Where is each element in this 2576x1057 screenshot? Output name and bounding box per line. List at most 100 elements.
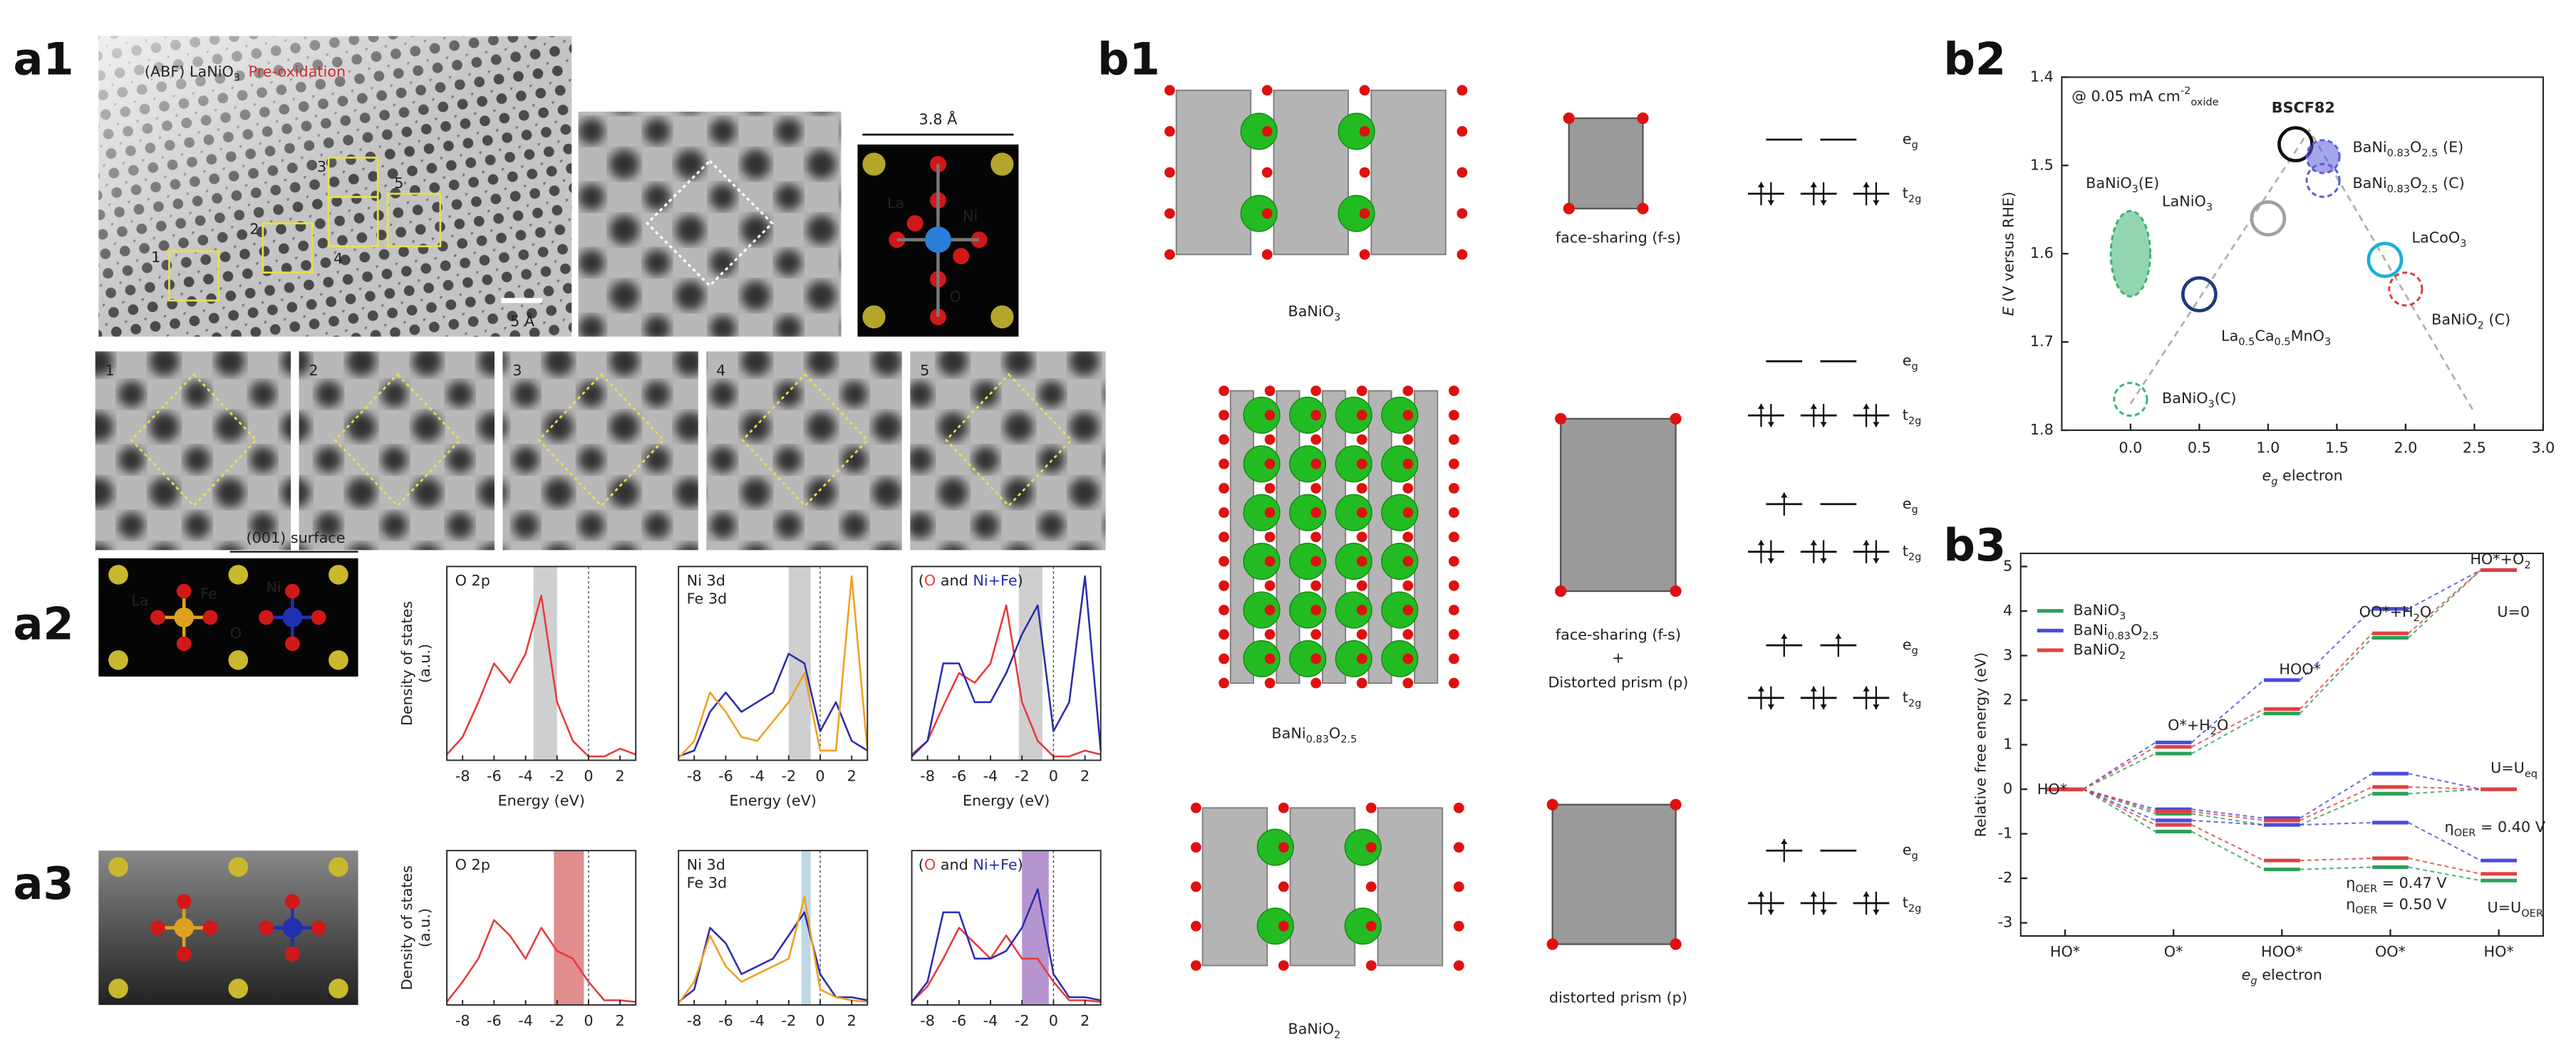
ba-atom [1381, 445, 1419, 483]
text-run: OER [2355, 905, 2377, 916]
text-run: e [1903, 352, 1912, 369]
atom [285, 636, 300, 652]
o-atom [1219, 629, 1229, 640]
geometry-label: + [1612, 649, 1624, 666]
ba-atom [1243, 543, 1281, 580]
text-run: BaNiO [2074, 641, 2120, 658]
o-atom [1356, 677, 1367, 689]
point-label: La0.5Ca0.5MnO3 [2221, 328, 2331, 348]
x-tick-label: 1.5 [2325, 439, 2349, 456]
atom [176, 636, 192, 652]
o-atom [1448, 385, 1459, 397]
volcano-guide [2129, 128, 2476, 413]
x-tick-label: 0 [1049, 1012, 1058, 1029]
electron-head [1767, 558, 1774, 563]
text-run: e [2262, 467, 2271, 484]
level-connector [2299, 632, 2373, 710]
point-label: LaNiO3 [2162, 193, 2213, 214]
atom-label: O [230, 625, 242, 642]
polyhedron [1289, 807, 1356, 967]
electron-head [1863, 891, 1870, 897]
o-atom [1356, 605, 1367, 615]
o-atom [1402, 653, 1414, 665]
atom [285, 894, 300, 910]
annotation: ηOER = 0.47 V [2346, 874, 2447, 895]
electron-head [1873, 422, 1880, 427]
x-tick-label: 2 [1080, 1012, 1090, 1029]
ba-atom [1381, 640, 1419, 677]
ba-atom [1335, 494, 1372, 531]
compound-label: BaNi0.83O2.5 [1271, 725, 1357, 746]
text-run: e [1903, 495, 1912, 512]
region-label: 1 [151, 249, 160, 266]
level-connector [2191, 712, 2265, 754]
text-run: (C) [2215, 390, 2237, 407]
o-atom [1356, 410, 1367, 421]
o-atom [1356, 531, 1367, 543]
o-atom [1453, 802, 1464, 813]
plot-background [911, 566, 1101, 761]
level-connector [2408, 857, 2481, 875]
atom [329, 979, 348, 999]
x-tick-label: -4 [983, 767, 998, 784]
text-run: 3 [2206, 202, 2213, 214]
polyhedron [1229, 390, 1255, 684]
x-tick-label: 2 [616, 767, 625, 784]
text-run: 2 [1334, 1029, 1340, 1041]
text-run: BaNi [2352, 138, 2386, 155]
o-atom [1310, 458, 1322, 469]
o-atom [1310, 556, 1322, 567]
ba-atom [1240, 113, 1278, 150]
x-tick-label: -2 [781, 767, 796, 784]
annotation: HO*+O2 [2470, 551, 2530, 571]
text-run: 2 [2210, 726, 2217, 737]
patch-label: 3 [512, 362, 522, 379]
annotation: OO*+H2O [2359, 603, 2432, 624]
text-run: OER [2521, 908, 2543, 920]
o-atom [1453, 960, 1464, 971]
y-axis-label: Density of states [398, 601, 415, 726]
x-tick-label: 0 [1049, 767, 1058, 784]
text-run: g [1912, 645, 1918, 657]
o-atom [1264, 556, 1276, 567]
electron-head [1757, 686, 1765, 692]
ba-atom [1243, 445, 1281, 483]
electron-head [1781, 492, 1788, 498]
compound-label: BaNiO3 [1288, 303, 1340, 323]
panel-label: a3 [13, 858, 73, 910]
ba-atom [1240, 194, 1278, 232]
o-atom [1261, 249, 1273, 260]
text-run: -2 [2181, 85, 2190, 97]
text-run: 3 [2208, 399, 2215, 410]
atom [228, 979, 249, 999]
o-atom [1219, 531, 1229, 543]
shade-band [1018, 566, 1043, 761]
orbital-label: eg [1903, 841, 1918, 862]
y-tick-label: 1.8 [2030, 421, 2054, 438]
y-tick-label: -1 [1998, 825, 2013, 842]
o-atom [1264, 677, 1276, 689]
text-run: BaNiO [2162, 390, 2208, 407]
o-atom [1264, 580, 1276, 591]
x-tick-label: -6 [487, 1012, 502, 1029]
x-tick-label: -8 [687, 1012, 702, 1029]
o-atom [1191, 842, 1201, 853]
o-atom [1219, 458, 1229, 469]
o-atom [1264, 531, 1276, 543]
ba-atom [1381, 396, 1419, 434]
y-tick-label: 5 [2003, 557, 2012, 574]
level-connector [2408, 569, 2481, 610]
y-tick-label: 3 [2003, 646, 2012, 663]
x-tick-label: OO* [2375, 943, 2406, 960]
panel-label: a2 [13, 598, 73, 650]
o-atom [1457, 85, 1468, 96]
text-run: 2 [2119, 650, 2126, 662]
o-atom [1356, 458, 1367, 469]
point-label: BaNi0.83O2.5 (C) [2352, 175, 2464, 195]
o-atom [1359, 167, 1370, 178]
panel-label: b2 [1943, 33, 2006, 85]
o-atom [1457, 167, 1468, 178]
text-run: oxide [2190, 97, 2218, 108]
surface-label: (001) surface [246, 529, 345, 546]
